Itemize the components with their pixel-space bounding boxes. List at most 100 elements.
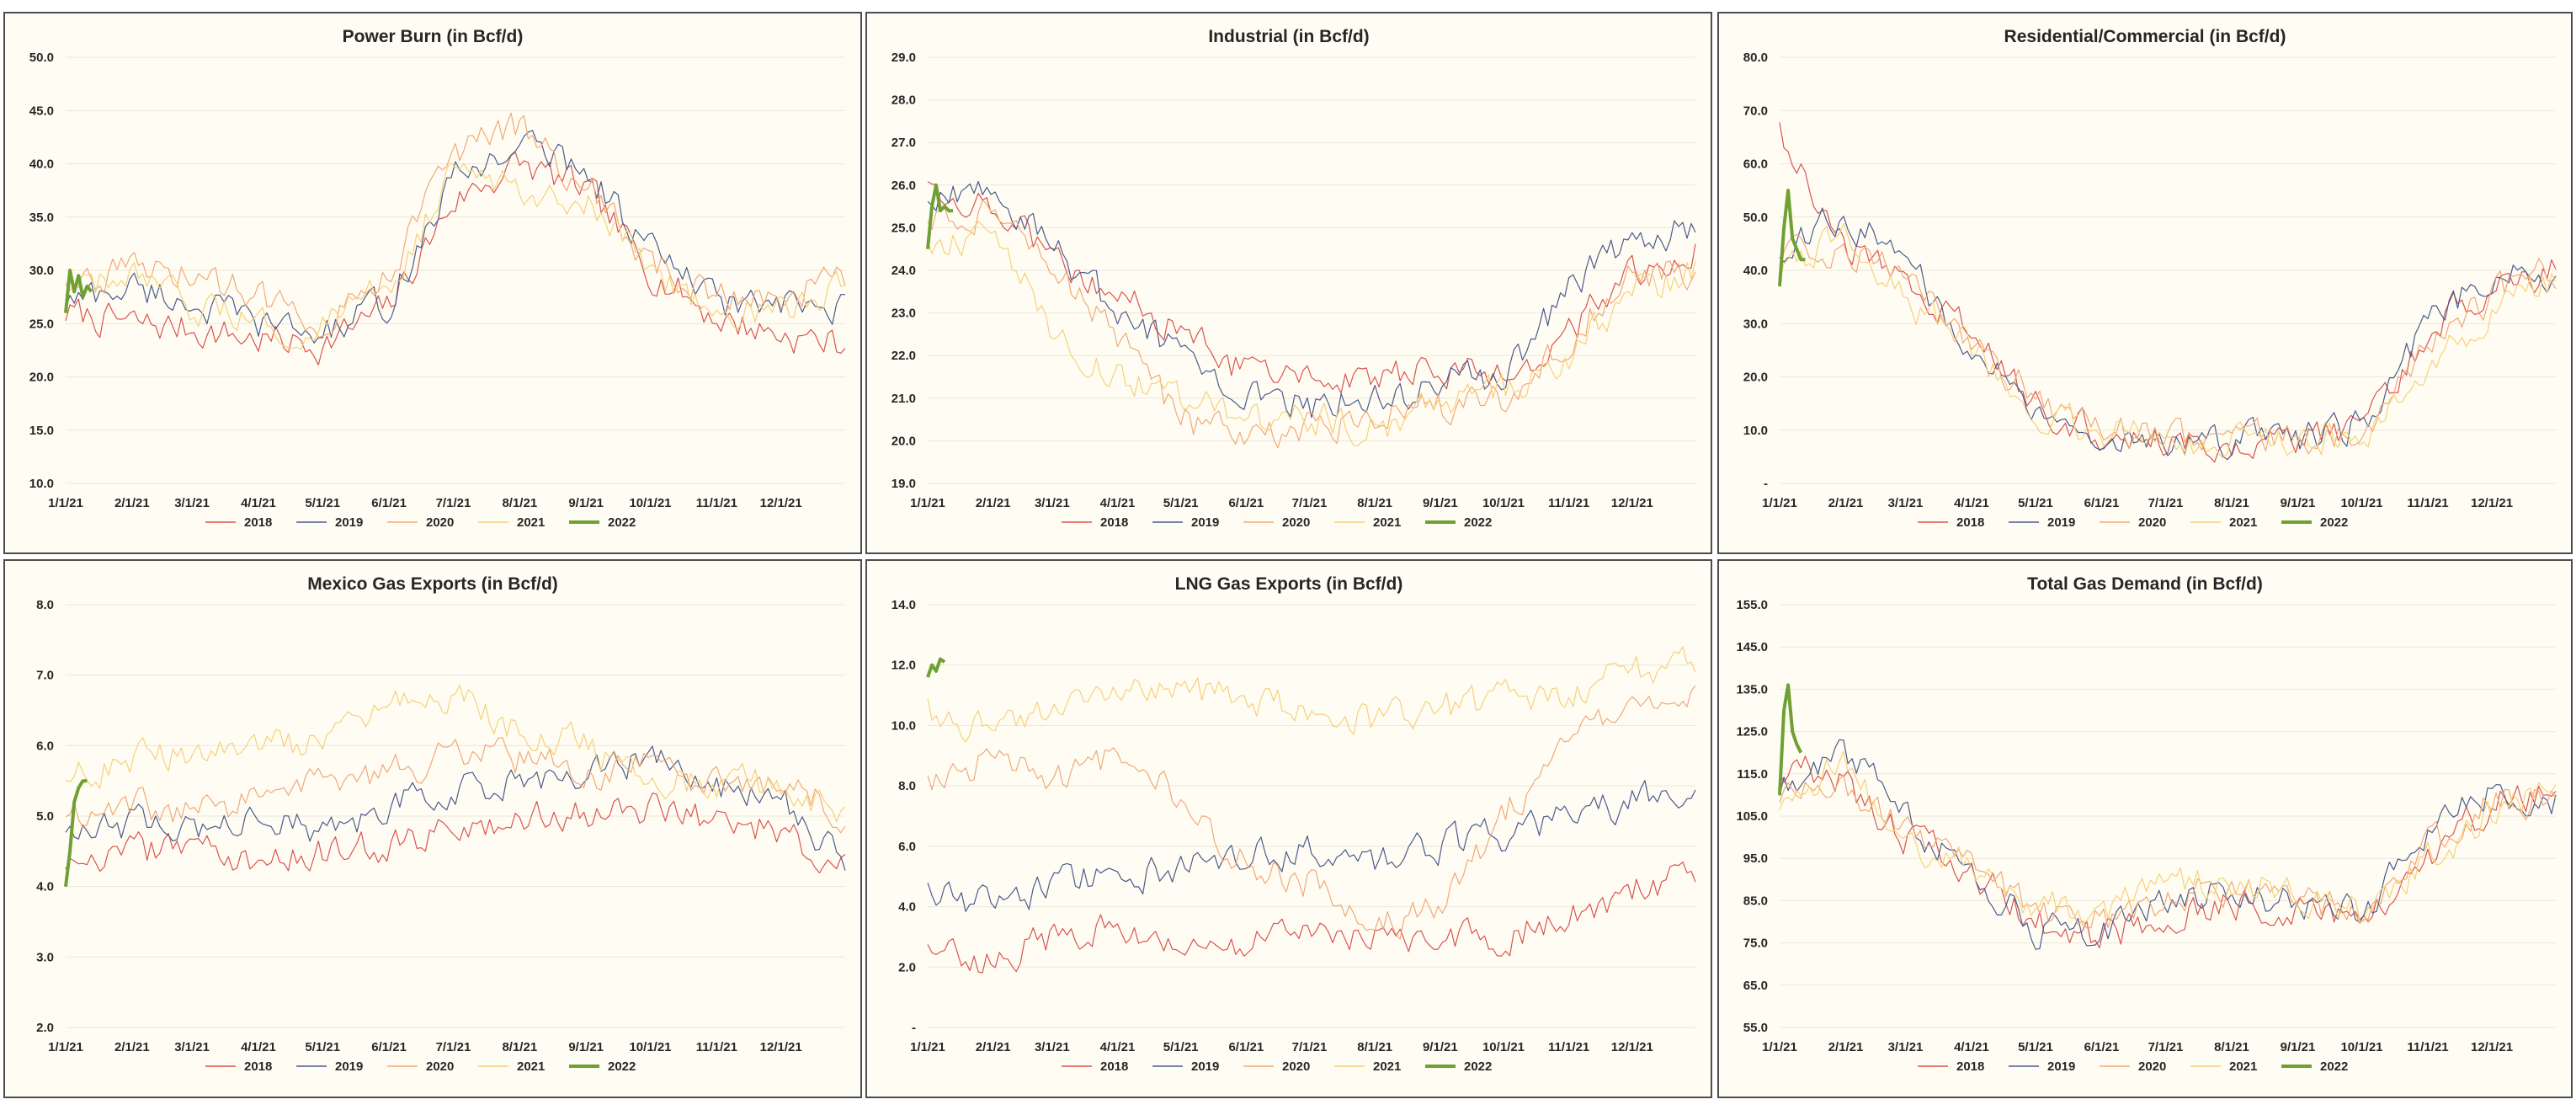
series-line-2019 (1779, 207, 2557, 461)
series-line-2018 (65, 792, 846, 874)
y-tick-label: 25.0 (29, 317, 54, 331)
y-tick-label: 8.0 (36, 598, 54, 612)
y-tick-label: 4.0 (898, 900, 916, 915)
x-tick-label: 12/1/21 (2471, 496, 2513, 510)
y-tick-label: 7.0 (36, 669, 54, 683)
series-line-2019 (65, 745, 846, 871)
y-tick-label: 20.0 (891, 434, 916, 448)
residential-commercial-svg: Residential/Commercial (in Bcf/d) - 10.0 20… (1743, 27, 2557, 530)
x-tick-label: 9/1/21 (568, 1040, 604, 1054)
x-tick-label: 2/1/21 (1828, 1040, 1864, 1054)
x-tick-label: 9/1/21 (1423, 1040, 1458, 1054)
x-tick-label: 1/1/21 (1762, 1040, 1797, 1054)
y-tick-label: 115.0 (1737, 767, 1768, 782)
legend-label-2020: 2020 (2138, 515, 2166, 530)
lng-gas-exports-svg: LNG Gas Exports (in Bcf/d) - 2.0 4.0 6.0 8.0 1… (891, 574, 1696, 1074)
legend-label-2019: 2019 (1191, 1059, 1219, 1074)
series-line-2019 (927, 780, 1696, 912)
y-tick-label: 155.0 (1736, 598, 1768, 612)
legend-label-2022: 2022 (2320, 515, 2348, 530)
legend-label-2021: 2021 (517, 515, 545, 530)
x-tick-label: 1/1/21 (910, 496, 945, 510)
x-tick-label: 2/1/21 (976, 1040, 1011, 1054)
x-tick-label: 12/1/21 (760, 1040, 802, 1054)
y-tick-label: 6.0 (36, 739, 54, 753)
y-tick-label: 8.0 (898, 779, 916, 793)
x-tick-label: 3/1/21 (1035, 496, 1070, 510)
x-tick-label: 6/1/21 (2084, 1040, 2120, 1054)
y-tick-label: 35.0 (29, 211, 54, 225)
series-line-2020 (65, 112, 846, 338)
y-tick-label: 75.0 (1743, 937, 1768, 951)
x-tick-label: 12/1/21 (760, 496, 802, 510)
series-line-2020 (927, 200, 1696, 449)
y-tick-label: 10.0 (29, 477, 54, 491)
legend-label-2019: 2019 (1191, 515, 1219, 530)
x-tick-label: 4/1/21 (241, 1040, 276, 1054)
x-tick-label: 9/1/21 (1423, 496, 1458, 510)
x-tick-label: 11/1/21 (2407, 496, 2448, 510)
series-line-2021 (927, 221, 1696, 446)
chart-panel-total-gas-demand: Total Gas Demand (in Bcf/d) 55.0 65.0 75.0 8… (1717, 559, 2573, 1098)
y-tick-label: 10.0 (891, 718, 916, 733)
y-tick-label: 20.0 (29, 371, 54, 385)
y-tick-label: 105.0 (1736, 809, 1768, 824)
series-line-2021 (65, 162, 846, 350)
legend-label-2022: 2022 (2320, 1059, 2348, 1074)
series-line-2018 (927, 181, 1696, 394)
x-tick-label: 5/1/21 (1163, 1040, 1199, 1054)
y-tick-label: 26.0 (891, 179, 916, 193)
x-tick-label: 9/1/21 (2281, 496, 2316, 510)
legend-label-2021: 2021 (2229, 515, 2257, 530)
series-line-2018 (1779, 122, 2557, 463)
y-tick-label: 40.0 (29, 157, 54, 172)
legend-label-2021: 2021 (1373, 1059, 1401, 1074)
series-line-2022 (64, 779, 88, 887)
x-tick-label: 1/1/21 (48, 1040, 83, 1054)
series-line-2020 (1779, 774, 2557, 929)
series-line-2020 (927, 685, 1696, 940)
y-tick-label: 29.0 (891, 51, 916, 65)
x-tick-label: 4/1/21 (1954, 496, 1989, 510)
x-tick-label: 10/1/21 (1482, 496, 1525, 510)
legend-label-2021: 2021 (1373, 515, 1401, 530)
y-tick-label: 50.0 (29, 51, 54, 65)
series-line-2019 (65, 130, 846, 344)
chart-title: Industrial (in Bcf/d) (1208, 27, 1369, 46)
x-tick-label: 10/1/21 (2340, 496, 2382, 510)
chart-title: Mexico Gas Exports (in Bcf/d) (307, 574, 558, 594)
y-tick-label: 65.0 (1743, 979, 1768, 993)
y-tick-label: 19.0 (891, 477, 916, 491)
series-line-2021 (927, 646, 1696, 743)
x-tick-label: 6/1/21 (371, 496, 407, 510)
y-tick-label: 15.0 (29, 424, 54, 438)
x-tick-label: 8/1/21 (1357, 1040, 1392, 1054)
x-tick-label: 5/1/21 (305, 1040, 340, 1054)
y-tick-label: 45.0 (29, 104, 54, 118)
y-tick-label: 21.0 (891, 392, 916, 406)
legend-label-2019: 2019 (2047, 515, 2075, 530)
legend-label-2019: 2019 (335, 1059, 363, 1074)
y-tick-label: 27.0 (891, 136, 916, 150)
legend-label-2022: 2022 (1464, 1059, 1492, 1074)
series-line-2022 (64, 269, 93, 313)
y-tick-label: 70.0 (1743, 104, 1768, 118)
y-tick-label: 6.0 (898, 840, 916, 854)
chart-panel-lng-gas-exports: LNG Gas Exports (in Bcf/d) - 2.0 4.0 6.0 8.0 1… (865, 559, 1712, 1098)
y-tick-label: 2.0 (36, 1021, 54, 1035)
x-tick-label: 3/1/21 (1888, 496, 1924, 510)
y-tick-label: 24.0 (891, 264, 916, 278)
x-tick-label: 12/1/21 (1611, 496, 1653, 510)
legend-label-2019: 2019 (335, 515, 363, 530)
x-tick-label: 4/1/21 (1100, 1040, 1136, 1054)
y-tick-label: 50.0 (1743, 211, 1768, 225)
x-tick-label: 8/1/21 (502, 1040, 537, 1054)
chart-title: LNG Gas Exports (in Bcf/d) (1175, 574, 1403, 594)
x-tick-label: 3/1/21 (1035, 1040, 1070, 1054)
legend-label-2019: 2019 (2047, 1059, 2075, 1074)
y-tick-label: - (912, 1021, 916, 1035)
chart-title: Power Burn (in Bcf/d) (343, 27, 524, 46)
legend-label-2022: 2022 (1464, 515, 1492, 530)
y-tick-label: - (1764, 477, 1768, 491)
y-tick-label: 25.0 (891, 221, 916, 235)
